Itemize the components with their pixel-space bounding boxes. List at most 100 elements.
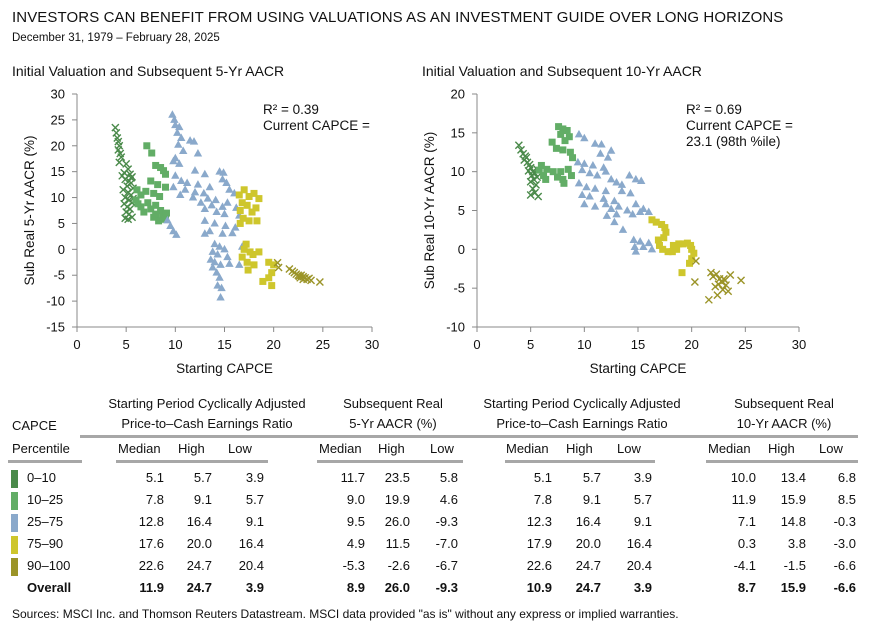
data-point-square <box>243 201 251 209</box>
data-point-triangle <box>580 199 589 208</box>
data-point-triangle <box>577 190 587 198</box>
data-point-square <box>557 168 565 176</box>
data-point-triangle <box>597 139 606 148</box>
data-point-square <box>160 167 168 175</box>
data-point-square <box>154 181 162 189</box>
table-cell: 6.8 <box>837 470 856 485</box>
table-cell: 0.3 <box>737 536 756 551</box>
data-point-triangle <box>177 133 186 142</box>
data-point-x <box>722 281 731 290</box>
data-point-triangle <box>625 171 634 179</box>
data-point-x <box>315 277 324 286</box>
table-cell: 5.7 <box>193 470 212 485</box>
y-tick-label: 0 <box>458 242 465 257</box>
data-point-square <box>654 236 662 244</box>
data-point-x <box>307 276 316 285</box>
data-point-square <box>652 218 660 226</box>
column-header-low: Low <box>617 441 641 456</box>
series-90–100 <box>273 258 324 286</box>
y-tick-label: 5 <box>58 216 65 231</box>
data-point-triangle <box>582 182 591 191</box>
data-point-x <box>514 141 523 150</box>
table-cell: -9.3 <box>435 514 458 529</box>
data-point-triangle <box>603 153 613 161</box>
column-header-high: High <box>566 441 593 456</box>
table-cell: 4.6 <box>439 492 458 507</box>
table-cell: -6.6 <box>833 580 856 595</box>
data-point-square <box>686 259 694 267</box>
data-point-square <box>648 216 656 224</box>
table-cell: 3.9 <box>245 580 264 595</box>
column-header-median: Median <box>319 441 362 456</box>
data-point-triangle <box>208 262 217 271</box>
table-cell: 14.8 <box>780 514 806 529</box>
table-cell: 12.8 <box>138 514 164 529</box>
y-tick-label: 10 <box>451 164 465 179</box>
table-cell: 20.4 <box>626 558 652 573</box>
data-point-triangle <box>166 221 175 230</box>
table-cell: 9.0 <box>346 492 365 507</box>
data-point-square <box>150 213 158 221</box>
table-cell: -1.5 <box>783 558 806 573</box>
table-cell: -9.3 <box>435 580 458 595</box>
data-point-square <box>238 253 246 261</box>
column-header-rule <box>116 460 268 463</box>
data-point-square <box>236 207 244 214</box>
data-point-triangle <box>644 207 653 216</box>
series-10–25 <box>132 142 170 225</box>
data-point-square <box>250 261 258 269</box>
series-0–10 <box>514 141 543 201</box>
table-cell: -3.0 <box>833 536 856 551</box>
data-point-square <box>147 177 155 185</box>
data-point-square <box>673 245 681 253</box>
data-point-square <box>540 172 548 180</box>
data-point-square <box>133 186 141 194</box>
data-point-triangle <box>205 226 214 235</box>
data-point-square <box>542 175 550 183</box>
data-point-triangle <box>174 140 183 148</box>
data-point-triangle <box>599 194 608 202</box>
y-tick-label: 15 <box>451 125 465 140</box>
data-point-triangle <box>190 166 200 174</box>
data-point-triangle <box>215 273 224 281</box>
legend-swatch <box>11 492 18 510</box>
data-point-triangle <box>171 171 180 179</box>
data-point-square <box>690 249 698 257</box>
data-point-square <box>240 186 248 194</box>
data-point-triangle <box>610 217 619 226</box>
y-tick-label: -15 <box>46 320 65 335</box>
data-point-triangle <box>602 211 612 219</box>
data-point-triangle <box>596 149 605 157</box>
group-header-line1: Starting Period Cyclically Adjusted <box>483 396 681 411</box>
table-cell: 9.1 <box>245 514 264 529</box>
y-tick-label: 10 <box>51 190 65 205</box>
table-cell: 17.9 <box>526 536 552 551</box>
column-header-high: High <box>768 441 795 456</box>
x-tick-label: 30 <box>792 337 806 352</box>
data-point-x <box>274 263 283 272</box>
data-point-triangle <box>220 209 229 218</box>
data-point-triangle <box>215 242 224 250</box>
data-point-square <box>143 142 151 150</box>
row-label: Overall <box>27 580 72 595</box>
table-cell: 22.6 <box>138 558 164 573</box>
data-point-square <box>245 193 253 201</box>
data-point-triangle <box>606 204 616 212</box>
data-point-triangle <box>163 215 172 224</box>
table-cell: 3.8 <box>787 536 806 551</box>
table-cell: 26.0 <box>384 580 410 595</box>
table-cell: 16.4 <box>626 536 652 551</box>
table-cell: 3.9 <box>633 580 652 595</box>
data-point-triangle <box>630 242 639 251</box>
table-cell: 23.5 <box>384 470 410 485</box>
data-point-triangle <box>180 185 190 193</box>
series-75–90 <box>648 216 698 277</box>
data-point-square <box>162 209 170 217</box>
table-cell: 8.7 <box>737 580 756 595</box>
data-point-square <box>655 241 663 249</box>
table-cell: -6.7 <box>435 558 458 573</box>
annotation-line: Current CAPCE = <box>263 118 370 133</box>
data-point-square <box>535 166 543 174</box>
data-point-triangle <box>618 225 628 233</box>
row-label: 0–10 <box>27 470 56 485</box>
